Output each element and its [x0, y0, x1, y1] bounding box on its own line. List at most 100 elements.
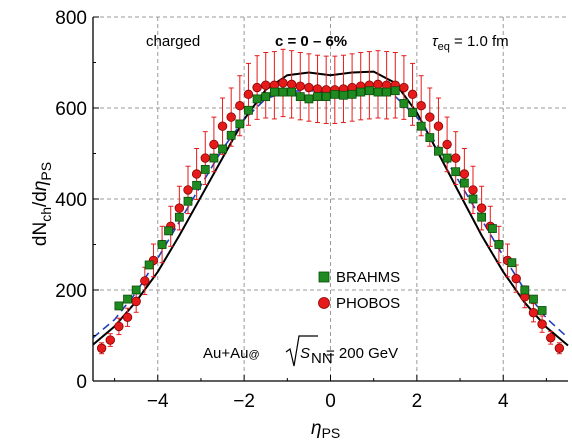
phobos-point-48	[511, 273, 521, 284]
brahms-point-8	[192, 180, 202, 190]
phobos-point-42	[459, 169, 470, 179]
legend-label-phobos: PHOBOS	[336, 295, 400, 312]
phobos-point-35	[399, 82, 409, 93]
phobos-point-37	[416, 101, 426, 111]
phobos-point-15	[226, 112, 236, 122]
brahms-point-6	[174, 212, 184, 222]
phobos-point-25	[312, 84, 323, 94]
brahms-point-36	[434, 146, 443, 156]
phobos-point-38	[425, 112, 435, 122]
phobos-point-4	[131, 296, 141, 307]
legend-marker-phobos	[318, 297, 330, 309]
brahms-point-38	[451, 167, 461, 177]
phobos-point-52	[546, 333, 556, 343]
brahms-point-43	[494, 240, 504, 249]
brahms-point-24	[330, 89, 340, 99]
brahms-point-39	[459, 178, 469, 188]
phobos-point-51	[537, 319, 547, 329]
system-at: @	[248, 349, 259, 361]
annotation-centrality: c = 0 – 6%	[275, 33, 347, 50]
y-tick-label-3: 600	[55, 99, 87, 120]
tau-value: = 1.0 fm	[450, 33, 509, 50]
y-tick-label-1: 200	[55, 281, 87, 302]
brahms-point-23	[321, 92, 331, 102]
brahms-point-1	[123, 294, 132, 304]
x-tick-label-2: 0	[325, 391, 336, 412]
brahms-point-34	[416, 121, 426, 131]
phobos-point-44	[476, 203, 487, 213]
phobos-point-21	[278, 78, 288, 88]
brahms-point-14	[244, 105, 253, 115]
system-s: S	[300, 345, 310, 362]
brahms-point-46	[529, 294, 538, 304]
phobos-point-23	[295, 81, 305, 91]
phobos-point-41	[451, 153, 461, 163]
tau-symbol: τ	[432, 33, 439, 50]
grid	[93, 16, 568, 381]
brahms-point-20	[295, 92, 305, 102]
brahms-point-7	[183, 196, 193, 206]
annotation-charged: charged	[146, 33, 200, 50]
phobos-point-50	[528, 308, 539, 318]
phobos-point-39	[433, 121, 444, 131]
phobos-point-3	[122, 312, 133, 323]
x-tick-label-1: −2	[233, 391, 255, 412]
brahms-point-29	[373, 87, 383, 97]
tick-labels: −4 −2 0 2 4 0 200 400 600 800	[55, 8, 509, 412]
brahms-point-31	[390, 86, 400, 96]
legend: BRAHMS PHOBOS	[318, 269, 400, 312]
phobos-point-53	[554, 343, 565, 353]
y-axis-label: dNch/dηPS	[30, 162, 54, 246]
legend-marker-brahms	[318, 271, 330, 283]
phobos-point-17	[243, 89, 254, 100]
y-tick-label-4: 800	[55, 8, 87, 29]
brahms-point-10	[209, 153, 219, 163]
sqrt-sign	[285, 335, 318, 367]
brahms-point-18	[278, 87, 288, 97]
phobos-point-16	[235, 101, 245, 111]
brahms-point-3	[144, 260, 154, 270]
phobos-point-40	[442, 139, 452, 150]
phobos-point-10	[183, 185, 193, 195]
brahms-point-22	[313, 92, 322, 102]
brahms-point-17	[269, 87, 279, 97]
phobos-point-36	[407, 89, 418, 100]
brahms-point-25	[339, 90, 348, 100]
brahms-point-15	[252, 94, 262, 104]
phobos-point-11	[191, 169, 202, 179]
axes	[92, 16, 568, 382]
brahms-point-0	[114, 301, 124, 311]
brahms-point-26	[347, 89, 357, 99]
x-tick-label-3: 2	[412, 391, 423, 412]
brahms-point-47	[537, 306, 547, 315]
brahms-point-13	[235, 119, 245, 129]
x-tick-label-0: −4	[147, 391, 169, 412]
brahms-point-27	[356, 87, 366, 97]
y-tick-label-2: 400	[55, 190, 87, 211]
brahms-point-44	[507, 258, 517, 268]
phobos-point-13	[209, 139, 219, 150]
annotation-tau: τeq = 1.0 fm	[432, 33, 509, 53]
phobos-point-24	[304, 82, 314, 93]
brahms-point-33	[408, 108, 417, 117]
phobos-point-22	[286, 79, 297, 90]
brahms-point-16	[261, 92, 271, 102]
phobos-point-12	[200, 153, 210, 163]
phobos-point-43	[468, 185, 478, 195]
tau-subscript: eq	[438, 41, 450, 53]
curve-2	[92, 70, 569, 347]
brahms-point-2	[131, 285, 141, 295]
brahms-point-28	[364, 86, 374, 96]
phobos-point-2	[114, 321, 124, 332]
phobos-point-1	[105, 335, 115, 345]
brahms-point-32	[399, 99, 409, 108]
data-points	[96, 48, 565, 355]
brahms-point-35	[425, 133, 435, 142]
system-energy: = 200 GeV	[326, 345, 398, 362]
brahms-point-11	[218, 144, 227, 154]
brahms-point-19	[287, 87, 297, 97]
brahms-point-9	[200, 165, 210, 174]
annotation-system: Au+Au@ S NN = 200 GeV	[203, 335, 398, 367]
brahms-point-5	[164, 226, 173, 236]
